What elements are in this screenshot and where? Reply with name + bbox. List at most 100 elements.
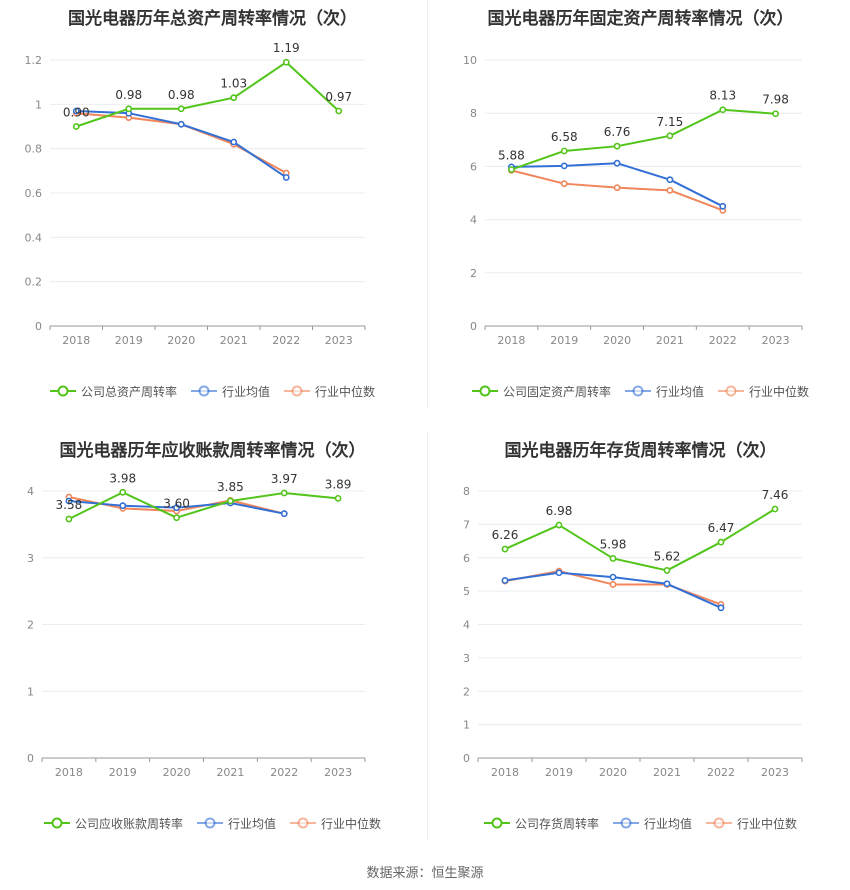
data-label: 5.98	[600, 537, 627, 551]
company-series-point[interactable]	[613, 142, 621, 150]
x-tick-label: 2022	[272, 334, 300, 347]
data-label: 0.90	[63, 106, 90, 120]
industry-average-series-point[interactable]	[719, 202, 727, 210]
x-tick-label: 2021	[216, 766, 244, 779]
chart-title: 国光电器历年总资产周转率情况（次）	[68, 9, 357, 29]
legend-item-industry-average-series[interactable]: 行业均值	[612, 815, 692, 832]
company-series-point[interactable]	[335, 107, 343, 115]
company-series-point[interactable]	[501, 545, 509, 553]
chart-legend[interactable]: 公司固定资产周转率 行业均值 行业中位数	[428, 381, 850, 401]
legend-item-company-series[interactable]: 公司存货周转率	[483, 815, 599, 832]
company-series-point[interactable]	[173, 514, 180, 522]
chart-plot: 0 1 2 3 4 5 6 7 8 2018 2019 2020 2021 2022 2023 6.26 6.9…	[463, 485, 803, 779]
y-tick-label: 1	[27, 685, 34, 698]
x-tick-label: 2020	[163, 766, 191, 779]
company-series-point[interactable]	[177, 105, 185, 113]
company-series-point[interactable]	[508, 166, 515, 173]
data-label: 3.85	[217, 480, 244, 494]
data-label: 3.60	[163, 497, 190, 511]
chart-title: 国光电器历年应收账款周转率情况（次）	[59, 441, 366, 461]
company-series-line	[504, 508, 776, 572]
panel-divider	[427, 432, 428, 840]
company-series-point[interactable]	[125, 105, 133, 113]
industry-median-series-point[interactable]	[560, 180, 568, 188]
legend-item-industry-median-series[interactable]: 行业中位数	[290, 815, 381, 832]
company-series-line	[75, 61, 340, 128]
chart-plot: 0 0.2 0.4 0.6 0.8 1 1.2 2018 2019 2020 2021 2022 202…	[25, 41, 366, 347]
industry-average-series-point[interactable]	[65, 497, 73, 505]
legend-line-circle-icon	[290, 817, 316, 829]
industry-average-series-point[interactable]	[717, 604, 725, 612]
company-series-point[interactable]	[560, 147, 568, 155]
company-series-point[interactable]	[282, 58, 290, 66]
x-tick-label: 2021	[220, 334, 248, 347]
legend-line-circle-icon	[706, 817, 732, 829]
company-series-point[interactable]	[227, 497, 234, 505]
x-tick-label: 2020	[167, 334, 195, 347]
x-tick-label: 2022	[270, 766, 298, 779]
company-series-point[interactable]	[719, 106, 727, 114]
industry-average-series-point[interactable]	[666, 176, 674, 184]
x-tick-label: 2022	[707, 766, 735, 779]
industry-average-series-point[interactable]	[72, 107, 80, 115]
company-series-point[interactable]	[65, 515, 73, 523]
chart-legend[interactable]: 公司应收账款周转率 行业均值 行业中位数	[0, 813, 425, 833]
legend-label: 公司总资产周转率	[80, 384, 177, 399]
company-series-point[interactable]	[609, 555, 617, 562]
industry-average-series-point[interactable]	[560, 162, 568, 170]
company-series-point[interactable]	[771, 505, 779, 513]
company-series-point[interactable]	[717, 538, 725, 546]
industry-average-series-point[interactable]	[613, 159, 621, 167]
industry-average-series-point[interactable]	[282, 174, 290, 181]
legend-item-company-series[interactable]: 公司总资产周转率	[49, 383, 177, 400]
industry-average-series-point[interactable]	[173, 504, 180, 512]
company-series-point[interactable]	[280, 489, 288, 497]
legend-item-industry-average-series[interactable]: 行业均值	[624, 383, 704, 400]
company-series-point[interactable]	[772, 110, 779, 118]
legend-item-industry-average-series[interactable]: 行业均值	[196, 815, 276, 832]
y-tick-label: 2	[27, 619, 34, 632]
legend-item-company-series[interactable]: 公司应收账款周转率	[43, 815, 183, 832]
y-tick-label: 0.2	[25, 276, 43, 289]
chart-panel-total-assets: 国光电器历年总资产周转率情况（次） 0 0.2 0.4 0.6 0.8 1 1.2 2018 2…	[0, 0, 425, 430]
data-label: 7.15	[657, 115, 684, 129]
chart-legend[interactable]: 公司存货周转率 行业均值 行业中位数	[428, 813, 850, 833]
legend-item-industry-median-series[interactable]: 行业中位数	[718, 383, 809, 400]
y-tick-label: 0	[470, 320, 477, 333]
company-series-line	[68, 491, 339, 520]
legend-line-circle-icon	[483, 817, 510, 829]
x-tick-label: 2022	[709, 334, 737, 347]
industry-average-series-point[interactable]	[177, 120, 185, 128]
data-label: 0.98	[168, 88, 195, 102]
y-tick-label: 5	[463, 585, 470, 598]
company-series-point[interactable]	[666, 132, 674, 140]
company-series-point[interactable]	[334, 494, 342, 502]
x-tick-label: 2023	[325, 334, 353, 347]
legend-item-industry-average-series[interactable]: 行业均值	[190, 383, 270, 400]
x-tick-label: 2019	[109, 766, 137, 779]
industry-median-series-point[interactable]	[613, 184, 621, 192]
data-source-footer: 数据来源：恒生聚源	[366, 866, 484, 881]
industry-average-series-point[interactable]	[119, 502, 127, 510]
industry-average-series-point[interactable]	[280, 510, 288, 518]
company-series-point[interactable]	[119, 488, 127, 496]
legend-item-company-series[interactable]: 公司固定资产周转率	[471, 383, 611, 400]
legend-line-circle-icon	[284, 385, 310, 397]
chart-legend[interactable]: 公司总资产周转率 行业均值 行业中位数	[0, 381, 425, 401]
y-tick-label: 7	[463, 518, 470, 531]
y-tick-label: 6	[470, 160, 477, 173]
company-series-point[interactable]	[555, 521, 563, 529]
legend-item-industry-median-series[interactable]: 行业中位数	[284, 383, 375, 400]
industry-average-series-point[interactable]	[230, 138, 238, 146]
industry-average-series-point[interactable]	[609, 573, 617, 581]
industry-average-series-point[interactable]	[501, 577, 509, 584]
legend-item-industry-median-series[interactable]: 行业中位数	[706, 815, 797, 832]
industry-median-series-point[interactable]	[609, 581, 617, 588]
company-series-point[interactable]	[230, 94, 238, 102]
industry-average-series-point[interactable]	[555, 569, 563, 577]
industry-median-series-point[interactable]	[666, 186, 674, 194]
company-series-point[interactable]	[72, 123, 80, 130]
industry-average-series-point[interactable]	[663, 580, 671, 588]
x-tick-label: 2019	[545, 766, 573, 779]
company-series-point[interactable]	[663, 567, 671, 574]
